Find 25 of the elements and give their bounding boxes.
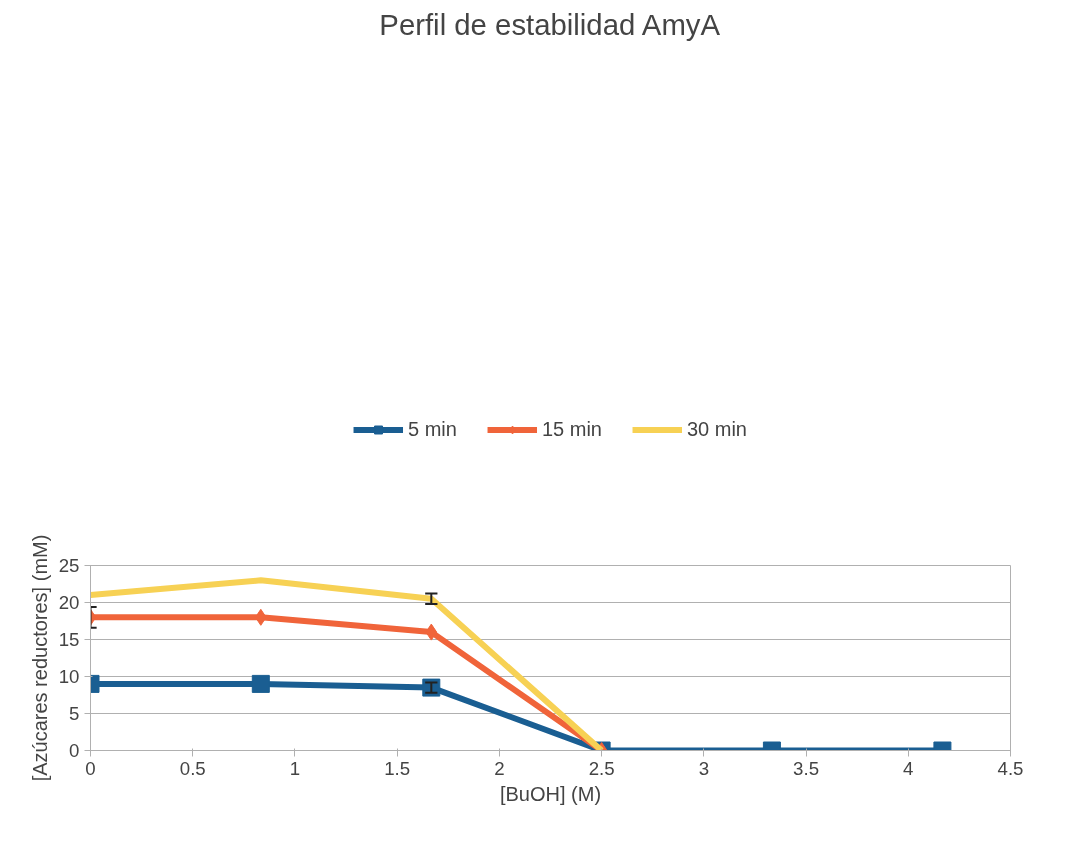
x-tick-label: 2 [494, 757, 505, 779]
legend-label: 30 min [686, 417, 747, 441]
point [254, 608, 267, 626]
x-axis-title: [BuOH] (M) [499, 782, 602, 805]
x-tick-label: 3 [698, 757, 710, 779]
chart-title: Perfil de estabilidad AmyA [379, 7, 721, 41]
y-tick-label: 25 [58, 555, 80, 576]
y-tick-label: 0 [69, 740, 80, 761]
x-tick-label: 3.5 [793, 757, 820, 779]
legend-label: 15 min [541, 417, 602, 441]
x-tick-label: 1 [289, 757, 301, 779]
x-tick-label: 4 [903, 757, 914, 779]
y-tick-label: 10 [58, 666, 80, 687]
x-tick-label: 2.5 [588, 757, 615, 779]
x-tick-label: 4.5 [997, 757, 1024, 779]
y-tick-label: 15 [58, 629, 80, 650]
y-tick-label: 20 [58, 592, 80, 613]
x-tick-label: 1.5 [384, 757, 411, 779]
legend-label: 5 min [408, 417, 457, 441]
x-tick-label: 0.5 [179, 757, 206, 779]
y-tick-label: 5 [69, 703, 80, 724]
point [251, 674, 270, 693]
point [425, 623, 438, 641]
x-tick-label: 0 [85, 757, 96, 779]
y-axis-title: [Azúcares reductores] (mM) [28, 534, 51, 782]
